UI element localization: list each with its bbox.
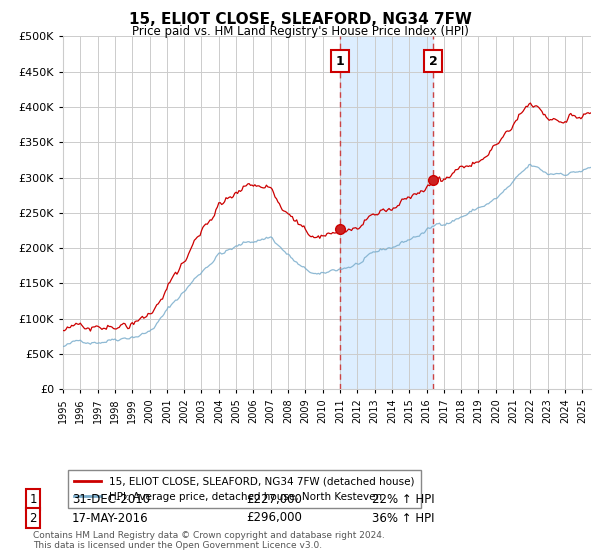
Text: 1: 1 bbox=[335, 54, 344, 68]
Text: 2: 2 bbox=[29, 511, 37, 525]
Text: 22% ↑ HPI: 22% ↑ HPI bbox=[372, 493, 434, 506]
Legend: 15, ELIOT CLOSE, SLEAFORD, NG34 7FW (detached house), HPI: Average price, detach: 15, ELIOT CLOSE, SLEAFORD, NG34 7FW (det… bbox=[68, 470, 421, 508]
Text: £296,000: £296,000 bbox=[246, 511, 302, 525]
Text: 36% ↑ HPI: 36% ↑ HPI bbox=[372, 511, 434, 525]
Text: 31-DEC-2010: 31-DEC-2010 bbox=[72, 493, 150, 506]
Text: 2: 2 bbox=[428, 54, 437, 68]
Text: Price paid vs. HM Land Registry's House Price Index (HPI): Price paid vs. HM Land Registry's House … bbox=[131, 25, 469, 38]
Text: 1: 1 bbox=[29, 493, 37, 506]
Text: 17-MAY-2016: 17-MAY-2016 bbox=[72, 511, 149, 525]
Bar bbox=[340, 36, 433, 389]
Text: Contains HM Land Registry data © Crown copyright and database right 2024.
This d: Contains HM Land Registry data © Crown c… bbox=[33, 531, 385, 550]
Text: 15, ELIOT CLOSE, SLEAFORD, NG34 7FW: 15, ELIOT CLOSE, SLEAFORD, NG34 7FW bbox=[128, 12, 472, 27]
Text: £227,000: £227,000 bbox=[246, 493, 302, 506]
